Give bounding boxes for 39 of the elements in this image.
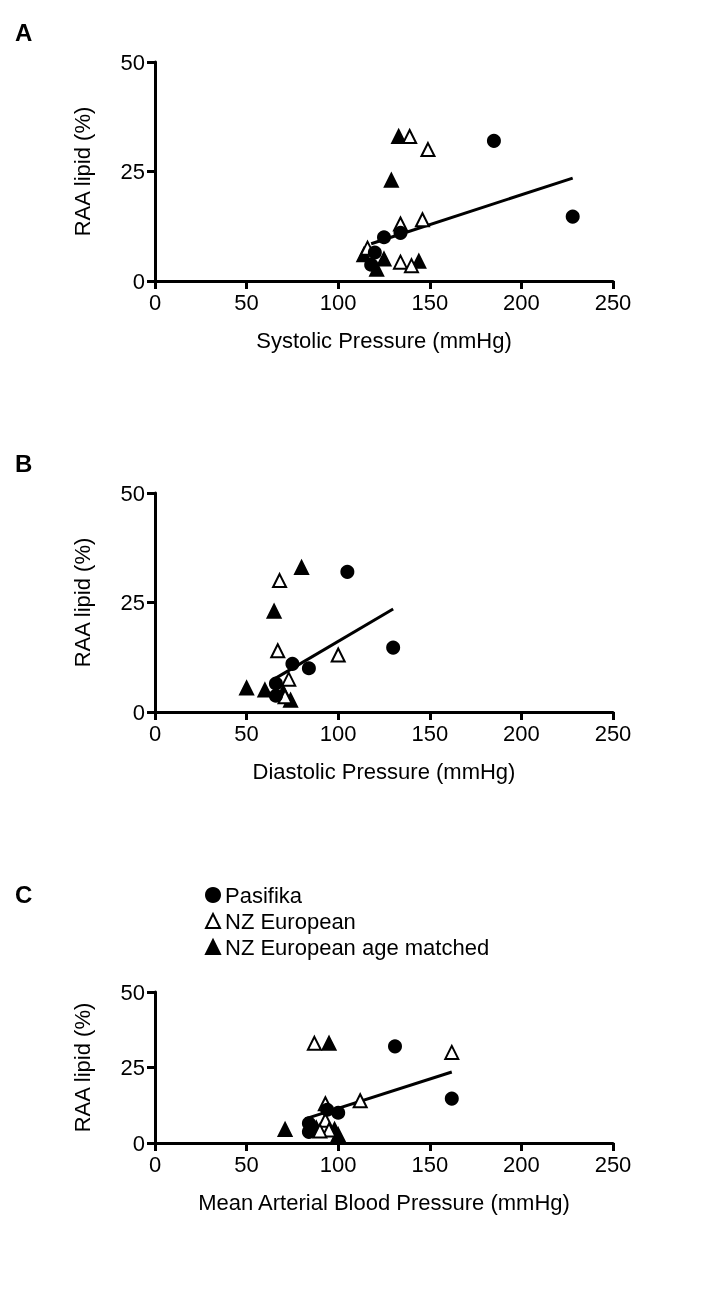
y-axis-title: RAA lipid (%) [69,537,95,668]
legend-label: Pasifika [225,882,303,908]
y-tick-label: 50 [120,480,145,506]
legend-label: NZ European [225,908,356,934]
x-tick-label: 0 [148,1151,162,1177]
x-tick-label: 100 [319,720,357,746]
y-tick-label: 50 [120,49,145,75]
x-tick-label: 250 [594,289,632,315]
y-tick-label: 25 [120,590,145,615]
y-tick-label: 0 [132,268,145,294]
x-tick-label: 50 [234,1151,259,1177]
chart-title: C [15,880,33,908]
x-tick-label: 100 [319,289,357,315]
legend-label: NZ European age matched [225,934,490,960]
x-tick-label: 50 [234,720,259,746]
y-tick-label: 0 [132,699,145,725]
x-tick-label: 50 [234,289,259,315]
x-tick-label: 250 [594,1151,632,1177]
x-tick-label: 0 [148,720,162,746]
x-tick-label: 150 [411,289,449,315]
chart-title: A [15,18,33,46]
x-axis-title: Systolic Pressure (mmHg) [256,327,512,353]
x-tick-label: 0 [148,289,162,315]
chart-title: B [15,449,33,477]
x-tick-label: 200 [503,1151,540,1177]
x-tick-label: 100 [319,1151,357,1177]
x-axis-title: Diastolic Pressure (mmHg) [252,758,516,784]
x-tick-label: 200 [503,720,540,746]
x-tick-label: 250 [594,720,632,746]
y-tick-label: 25 [120,1055,145,1080]
x-axis-title: Mean Arterial Blood Pressure (mmHg) [198,1189,570,1215]
y-tick-label: 25 [120,159,145,184]
y-tick-label: 0 [132,1130,145,1156]
y-axis-title: RAA lipid (%) [69,106,95,237]
x-tick-label: 200 [503,289,540,315]
x-tick-label: 150 [411,1151,449,1177]
y-tick-label: 50 [120,979,145,1005]
x-tick-label: 150 [411,720,449,746]
y-axis-title: RAA lipid (%) [69,1002,95,1133]
